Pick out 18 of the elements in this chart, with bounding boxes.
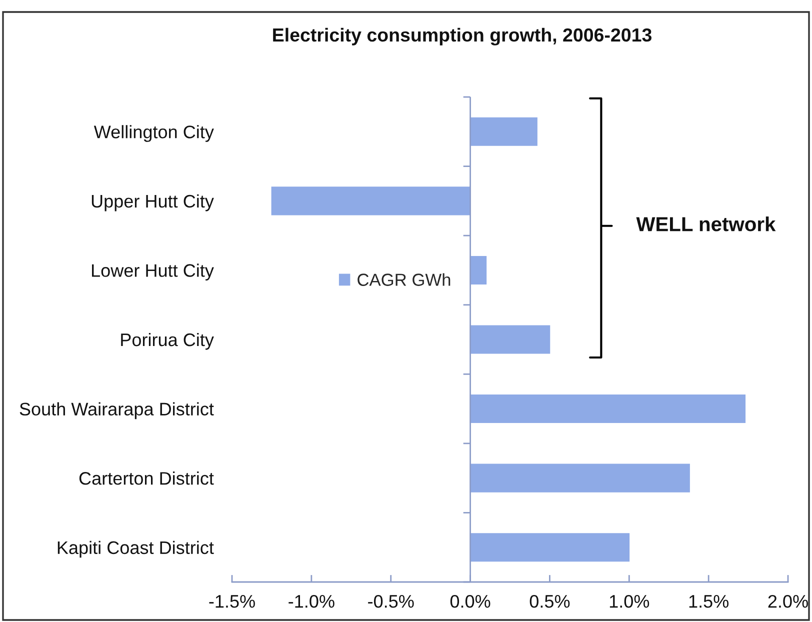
x-tick-label: 0.0% — [450, 594, 490, 608]
y-tick-label: Porirua City — [121, 332, 214, 350]
chart-title: Electricity consumption growth, 2006-2013 — [273, 28, 652, 46]
x-tick-label: -1.0% — [288, 594, 334, 608]
annotation: WELL network — [636, 216, 776, 232]
x-tick-label: -0.5% — [368, 594, 414, 608]
legend-label: CAGR GWh — [358, 273, 450, 286]
y-tick-label: Upper Hutt City — [92, 194, 214, 212]
x-tick-label: 2.0% — [768, 594, 808, 608]
y-tick-label: Kapiti Coast District — [58, 540, 214, 558]
x-tick-label: 0.5% — [530, 594, 570, 608]
y-tick-label: Carterton District — [79, 472, 214, 485]
x-tick-label: 1.0% — [610, 594, 650, 608]
y-tick-label: Lower Hutt City — [92, 264, 214, 281]
x-tick-label: -1.5% — [209, 595, 255, 608]
y-tick-label: South Wairarapa District — [20, 402, 214, 420]
y-tick-label: Wellington City — [94, 125, 214, 142]
x-tick-label: 1.5% — [689, 595, 729, 608]
